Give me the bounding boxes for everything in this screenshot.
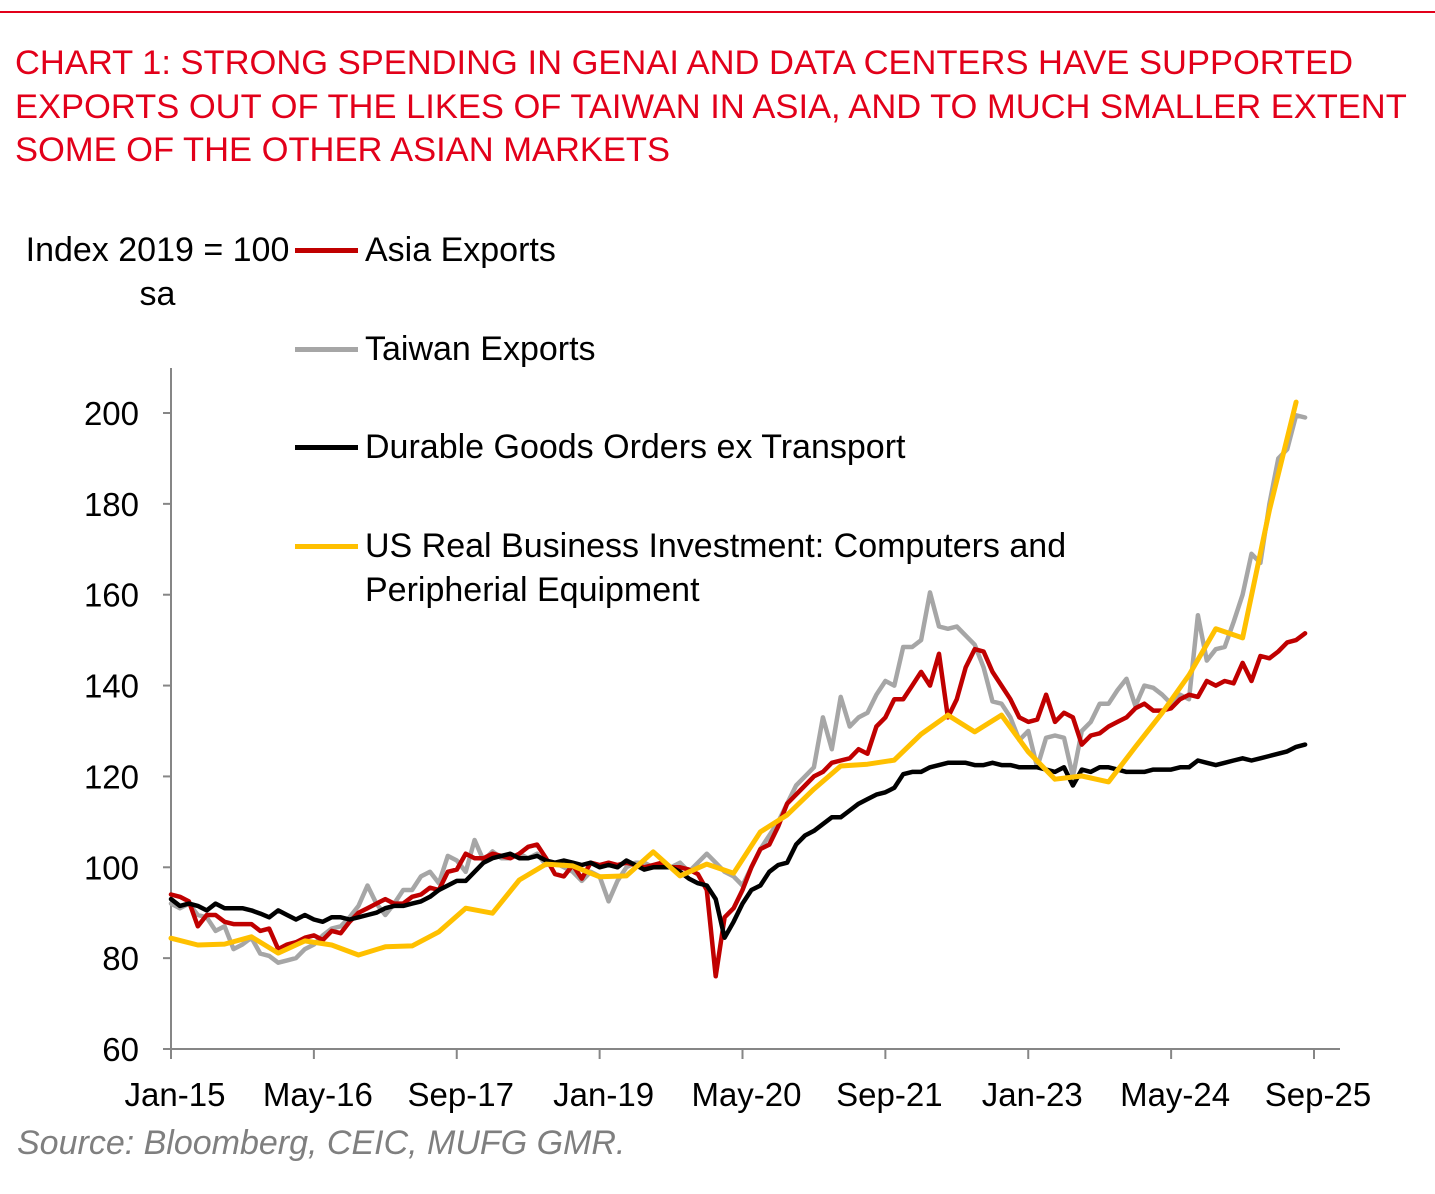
y-tick-label: 100: [84, 849, 139, 886]
x-tick-label: Jan-19: [553, 1076, 654, 1113]
legend-item-taiwan-exports: Taiwan Exports: [295, 327, 596, 371]
y-tick-label: 60: [102, 1031, 139, 1068]
x-tick-label: May-24: [1120, 1076, 1230, 1113]
legend-label: Taiwan Exports: [365, 330, 596, 368]
y-axis-label: Index 2019 = 100 sa: [25, 231, 290, 313]
legend-label: Durable Goods Orders ex Transport: [365, 428, 906, 466]
x-tick-label: Sep-21: [836, 1076, 942, 1113]
top-rule: [0, 11, 1435, 13]
y-tick-label: 200: [84, 395, 139, 432]
y-tick-label: 140: [84, 668, 139, 705]
legend-swatch: [295, 445, 358, 450]
legend-swatch: [295, 544, 358, 549]
legend-item-asia-exports: Asia Exports: [295, 228, 556, 272]
chart-title: CHART 1: STRONG SPENDING IN GENAI AND DA…: [15, 44, 1407, 169]
y-tick-label: 120: [84, 758, 139, 795]
x-tick-label: Sep-25: [1265, 1076, 1371, 1113]
legend-swatch: [295, 248, 358, 253]
source-note: Source: Bloomberg, CEIC, MUFG GMR.: [17, 1124, 626, 1162]
y-tick-label: 160: [84, 577, 139, 614]
series-line-durable-goods-orders-ex-transport: [168, 742, 1308, 940]
series-line-us-real-business-investment-computers-and-peripherial-equipment: [168, 399, 1299, 958]
legend-label: US Real Business Investment: Computers a…: [365, 527, 1067, 609]
legend-label: Asia Exports: [365, 231, 556, 269]
legend-item-durable-goods: Durable Goods Orders ex Transport: [295, 425, 905, 469]
y-tick-label: 180: [84, 486, 139, 523]
legend-swatch: [295, 347, 358, 352]
series-line-asia-exports: [168, 631, 1308, 979]
x-tick-label: Sep-17: [408, 1076, 514, 1113]
y-tick-label: 80: [102, 940, 139, 977]
x-tick-label: Jan-23: [982, 1076, 1083, 1113]
series-line-taiwan-exports: [168, 413, 1308, 965]
x-tick-label: Jan-15: [125, 1076, 226, 1113]
x-tick-label: May-16: [263, 1076, 373, 1113]
x-tick-label: May-20: [691, 1076, 801, 1113]
legend-item-us-investment: US Real Business Investment: Computers a…: [295, 524, 1095, 612]
